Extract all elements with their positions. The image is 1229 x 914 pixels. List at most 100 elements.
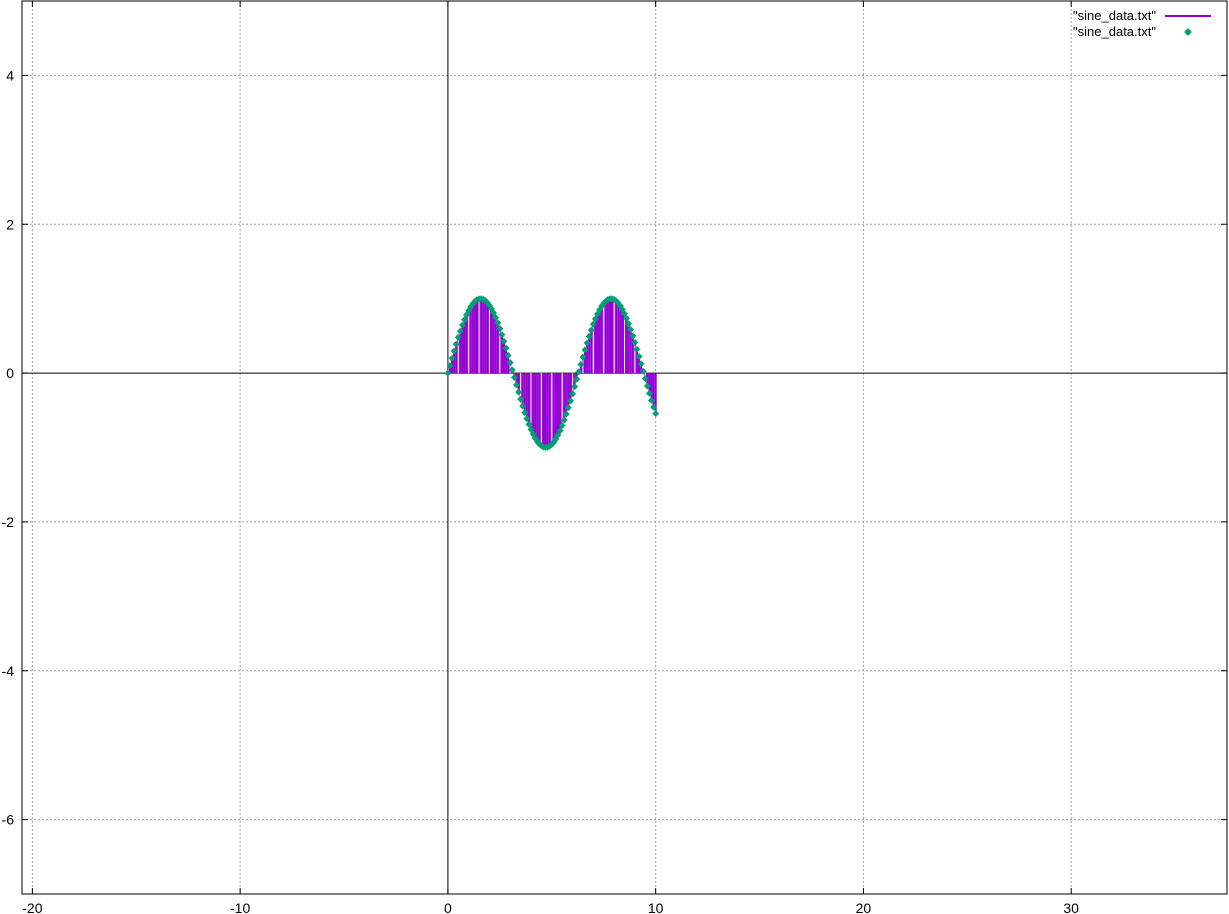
x-tick-label: 10 [648,900,664,914]
impulse-bar [548,373,551,447]
impulses-series [446,298,657,448]
impulse-bar [590,330,593,374]
data-point [513,381,520,389]
data-point [523,415,531,422]
impulse-bar [494,317,497,374]
data-point [554,431,562,439]
data-point [627,326,634,333]
points-series [444,295,659,451]
impulse-bar [650,373,653,401]
data-point [492,314,499,321]
data-point [623,315,630,322]
data-point [642,375,649,382]
impulse-bar [610,298,614,374]
data-point [637,360,645,368]
data-point [529,430,537,438]
data-point [625,320,632,327]
legend-label-points: "sine_data.txt" [1073,24,1156,39]
impulse-bar [538,373,541,444]
data-point [457,327,464,335]
impulse-bar [598,309,601,374]
impulse-bar [500,334,503,374]
data-point [507,359,514,366]
data-point [644,382,651,390]
data-point [650,403,657,411]
data-point [565,404,572,411]
data-point [453,340,460,348]
data-point [631,339,639,346]
impulse-bar [463,319,466,374]
data-point [569,390,576,398]
impulse-bar [496,322,499,374]
impulse-bar [588,336,591,374]
impulse-bar [640,363,643,374]
impulse-bar [455,344,458,374]
x-tick-label: -10 [230,900,250,914]
data-point [621,310,628,317]
data-point [461,316,468,323]
impulse-bar [569,373,572,401]
impulse-bar [532,373,535,434]
data-point [646,390,653,397]
impulse-bar [629,329,632,374]
impulse-bar [606,299,609,374]
impulse-bar [482,299,485,374]
x-tick-label: 20 [856,900,872,914]
impulse-bar [617,303,620,374]
impulse-bar [473,301,476,374]
data-point [556,427,564,434]
impulse-bar [546,373,549,448]
legend-label-impulses: "sine_data.txt" [1073,8,1156,23]
y-tick-label: -2 [2,514,15,530]
impulse-bar [586,342,589,374]
impulse-bar [453,351,456,374]
data-point [552,435,560,443]
y-tick-label: 2 [6,216,14,232]
data-point [511,374,518,381]
impulse-bar [486,302,489,374]
data-point [455,334,462,341]
data-point [558,422,566,429]
y-tick-label: 4 [6,67,14,83]
data-point [571,383,578,390]
y-tick-label: -4 [2,663,15,679]
impulse-bar [480,298,483,374]
impulse-bar [505,348,508,374]
impulse-bar [594,318,597,374]
data-point [519,402,526,410]
impulse-bar [542,373,545,448]
impulse-bar [556,373,560,436]
data-point [567,397,574,405]
data-point [517,395,524,403]
impulse-bar [625,318,628,374]
data-point [504,352,512,359]
data-point [488,305,495,313]
data-point [588,326,595,334]
data-point [509,366,516,374]
impulse-bar [469,306,472,374]
x-tick-label: -20 [22,900,42,914]
data-point [521,409,528,416]
data-point [450,347,458,355]
data-point [629,332,637,340]
impulse-bar [596,314,599,374]
impulse-bar [484,300,487,374]
plot-border [21,0,1228,895]
x-tick-label: 30 [1063,900,1079,914]
impulse-bar [502,341,506,374]
impulse-bar [583,349,587,374]
data-point [619,306,626,313]
data-point [527,426,535,433]
data-point [515,388,522,396]
data-point [525,421,533,428]
data-point [652,410,659,417]
impulse-bar [565,373,568,415]
data-point [585,333,593,340]
data-point [594,310,601,318]
impulse-bar [534,373,537,438]
impulse-bar [559,373,562,431]
impulse-bar [536,373,539,442]
impulse-bar [517,373,520,393]
impulse-bar [523,373,526,413]
